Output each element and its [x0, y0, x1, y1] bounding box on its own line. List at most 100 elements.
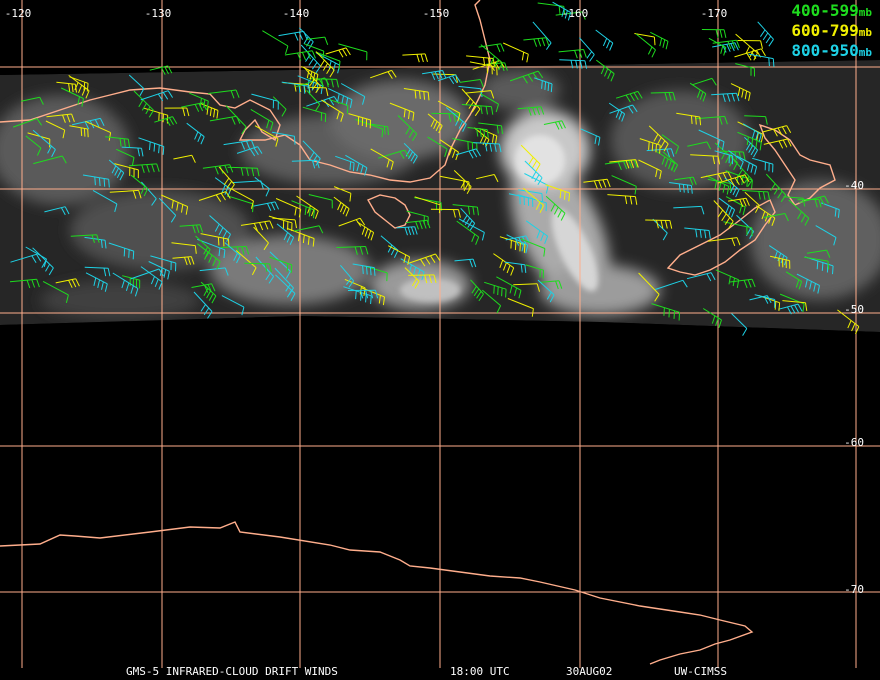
wind-barbs	[9, 1, 860, 336]
wind-barb	[537, 279, 555, 303]
wind-barb	[452, 204, 479, 216]
wind-barb	[713, 200, 734, 229]
lat-label: -60	[844, 436, 864, 449]
wind-barb	[645, 219, 673, 229]
wind-barb	[687, 141, 712, 150]
wind-barb	[328, 88, 353, 108]
wind-barb	[284, 50, 316, 61]
wind-barb	[244, 262, 272, 273]
wind-barb	[763, 138, 792, 149]
wind-barb	[454, 258, 477, 268]
lon-label: -170	[700, 7, 728, 20]
wind-barb	[508, 193, 534, 207]
wind-barb	[686, 272, 716, 282]
wind-barb	[765, 173, 787, 203]
wind-barb	[465, 90, 495, 99]
wind-barb	[608, 102, 626, 122]
wind-barb	[380, 235, 399, 258]
wind-barb	[251, 93, 279, 110]
wind-barb	[223, 139, 256, 150]
wind-barb	[306, 90, 321, 112]
wind-barb	[230, 187, 254, 209]
wind-barb	[533, 77, 553, 93]
wind-barb	[744, 115, 768, 125]
wind-barb	[611, 175, 637, 195]
wind-barb	[254, 177, 270, 197]
wind-barb	[403, 88, 430, 101]
wind-barb	[456, 220, 480, 245]
wind-barb	[690, 154, 721, 165]
wind-barb	[479, 92, 499, 113]
wind-barb	[296, 195, 319, 219]
wind-barb	[274, 267, 294, 296]
wind-barb	[361, 287, 385, 306]
wind-barb	[705, 175, 730, 195]
wind-barb	[370, 69, 397, 79]
wind-barb	[208, 89, 240, 99]
wind-barb	[459, 79, 484, 88]
wind-barb	[338, 43, 368, 61]
wind-barb	[340, 264, 355, 288]
lon-label: -120	[4, 7, 32, 20]
wind-barb	[396, 226, 418, 236]
wind-barb	[737, 40, 763, 49]
wind-barb	[639, 138, 661, 154]
wind-barb	[140, 90, 174, 102]
wind-barb	[179, 224, 204, 234]
wind-barb	[638, 272, 660, 302]
wind-barb	[68, 75, 90, 99]
wind-barb	[437, 100, 461, 122]
wind-barb	[397, 115, 418, 142]
wind-barb	[226, 195, 254, 213]
legend-entry-600-799: 600-799mb	[791, 21, 872, 40]
wind-barb	[525, 220, 549, 244]
legend-entry-800-950: 800-950mb	[791, 41, 872, 60]
wind-barb	[121, 146, 144, 157]
wind-barb	[698, 129, 725, 150]
wind-barb	[737, 131, 762, 151]
wind-barb	[186, 122, 205, 145]
wind-barb	[445, 107, 467, 132]
wind-barb	[268, 215, 293, 232]
wind-barb	[364, 265, 388, 282]
wind-barb	[348, 113, 372, 129]
wind-barb	[502, 42, 529, 63]
wind-barb	[149, 65, 173, 75]
wind-barb	[701, 29, 727, 38]
wind-barb	[60, 87, 84, 107]
wind-barb	[763, 213, 789, 222]
wind-barb	[674, 176, 697, 186]
wind-barb	[656, 151, 675, 171]
wind-barb	[276, 223, 295, 246]
wind-barb	[733, 160, 753, 187]
wind-barb	[355, 118, 384, 138]
wind-barb	[42, 280, 69, 304]
wind-barb	[484, 281, 507, 298]
wind-barb	[609, 159, 639, 169]
wind-barb	[253, 226, 269, 251]
wind-barb	[467, 127, 489, 138]
wind-barb	[595, 29, 614, 51]
wind-barb	[278, 30, 308, 41]
wind-barb	[422, 70, 447, 80]
wind-barb	[325, 47, 351, 58]
wind-barb	[555, 11, 586, 20]
wind-barb	[583, 178, 611, 189]
antarctica-coast	[0, 521, 754, 665]
wind-barb	[702, 308, 722, 328]
wind-barb	[552, 1, 572, 21]
wind-barb	[402, 53, 428, 63]
wind-barb	[130, 174, 149, 197]
wind-barb	[32, 247, 54, 276]
wind-barb	[507, 298, 534, 317]
wind-barb	[718, 197, 736, 218]
wind-barb	[545, 184, 571, 202]
wind-barb	[20, 96, 44, 105]
wind-barb	[69, 125, 89, 138]
wind-barb	[329, 99, 349, 114]
wind-barb	[430, 208, 461, 218]
wind-barb	[306, 36, 329, 45]
wind-barb	[717, 174, 750, 187]
wind-barb	[478, 43, 505, 53]
lon-label: -130	[144, 7, 172, 20]
